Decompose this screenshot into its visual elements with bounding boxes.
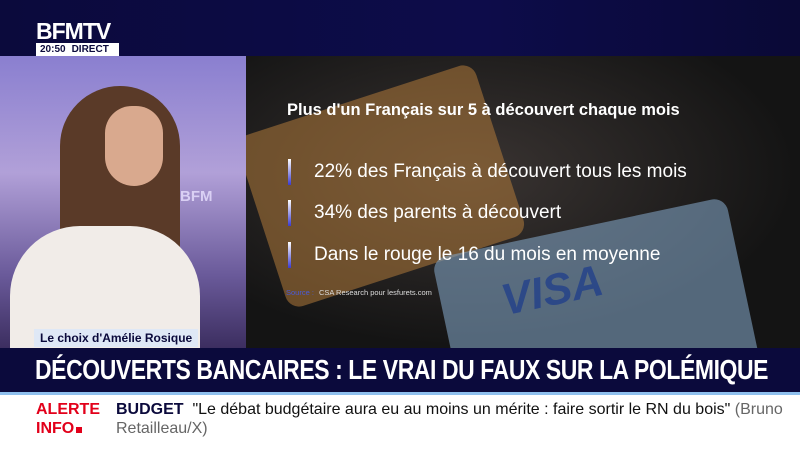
source-label: Source : [286,288,314,297]
ticker-quote: "Le débat budgétaire aura eu au moins un… [192,401,731,418]
bullet-bar [288,200,291,226]
source-text: CSA Research pour lesfurets.com [318,288,432,297]
top-bar: BFMTV 20:50 DIRECT [0,0,800,56]
bullet-text: Dans le rouge le 16 du mois en moyenne [314,244,661,265]
bullet-text: 34% des parents à découvert [314,202,562,223]
presenter-face [105,106,163,186]
bullet-bar [288,159,291,185]
channel-logo: BFMTV [36,18,111,44]
live-label: DIRECT [71,44,109,55]
headline-text: DÉCOUVERTS BANCAIRES : LE VRAI DU FAUX S… [35,354,769,385]
headline-banner: DÉCOUVERTS BANCAIRES : LE VRAI DU FAUX S… [0,348,800,392]
info-graphic: VISA Plus d'un Français sur 5 à découver… [246,56,800,348]
presenter-body [10,226,200,348]
source-note: Source : CSA Research pour lesfurets.com [286,288,432,297]
bullet-item: 34% des parents à découvert [288,200,561,226]
alert-line2: INFO [36,420,75,437]
time-badge: 20:50 DIRECT [36,43,119,56]
name-strap: Le choix d'Amélie Rosique [34,329,199,347]
clock: 20:50 [40,44,66,55]
ticker-attribution: (Bruno Retailleau/X) [116,401,783,437]
divider [0,392,800,395]
bullet-item: Dans le rouge le 16 du mois en moyenne [288,242,660,268]
bullet-bar [288,242,291,268]
bullet-item: 22% des Français à découvert tous les mo… [288,159,687,185]
bullet-text: 22% des Français à découvert tous les mo… [314,161,687,182]
studio-video: BFM [0,56,246,348]
news-ticker: ALERTE INFO BUDGET "Le débat budgétaire a… [0,395,800,450]
backdrop-logo: BFM [180,188,213,205]
square-icon [76,427,83,433]
alert-badge: ALERTE INFO [36,400,100,438]
ticker-text: BUDGET "Le débat budgétaire aura eu au m… [116,400,796,438]
graphic-title: Plus d'un Français sur 5 à découvert cha… [287,101,680,119]
ticker-topic: BUDGET [116,401,184,418]
alert-line1: ALERTE [36,401,100,418]
